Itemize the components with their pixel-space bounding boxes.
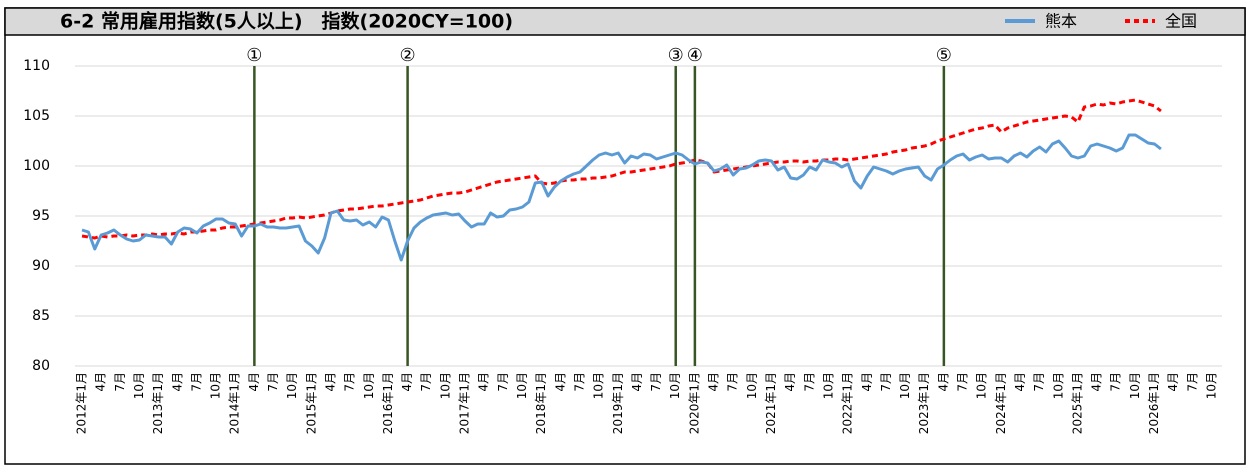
x-tick-label: 2026年1月 [1147,372,1161,434]
x-tick-label: 4月 [400,372,414,392]
x-tick-label: 4月 [860,372,874,392]
x-tick-label: 2014年1月 [228,372,242,434]
chart-title: 6-2 常用雇用指数(5人以上) 指数(2020CY=100) [60,10,513,33]
x-tick-label: 4月 [936,372,950,392]
x-tick-label: 10月 [668,372,682,399]
x-tick-label: 4月 [707,372,721,392]
x-tick-label: 4月 [783,372,797,392]
x-tick-label: 7月 [496,372,510,392]
x-tick-label: 2025年1月 [1070,372,1084,434]
series-line [81,98,1162,240]
x-tick-label: 2013年1月 [151,372,165,434]
x-tick-label: 7月 [266,372,280,392]
y-tick-label: 110 [23,58,50,74]
x-tick-label: 2022年1月 [841,372,855,434]
x-tick-label: 2015年1月 [304,372,318,434]
x-tick-label: 7月 [956,372,970,392]
title-bar [4,7,1246,36]
x-tick-label: 10月 [821,372,835,399]
frame [4,7,1246,465]
x-tick-label: 7月 [649,372,663,392]
x-tick-label: 10月 [362,372,376,399]
x-tick-label: 2018年1月 [534,372,548,434]
x-tick-label: 7月 [1109,372,1123,392]
x-tick-label: 4月 [1013,372,1027,392]
x-tick-label: 7月 [113,372,127,392]
x-tick-label: 4月 [1166,372,1180,392]
x-tick-label: 7月 [802,372,816,392]
x-tick-label: 4月 [477,372,491,392]
x-tick-label: 10月 [898,372,912,399]
x-tick-label: 7月 [1032,372,1046,392]
x-tick-label: 10月 [1128,372,1142,399]
x-tick-label: 2012年1月 [75,372,89,434]
x-tick-label: 10月 [285,372,299,399]
x-tick-label: 10月 [515,372,529,399]
series-line [81,133,1162,262]
x-tick-label: 10月 [1205,372,1219,399]
event-label: ⑤ [936,45,952,66]
x-tick-label: 7月 [572,372,586,392]
x-tick-label: 10月 [209,372,223,399]
x-tick-label: 10月 [1051,372,1065,399]
y-tick-label: 80 [32,358,50,374]
y-tick-label: 100 [23,158,50,174]
x-tick-label: 2024年1月 [994,372,1008,434]
y-tick-label: 85 [32,308,50,324]
x-tick-label: 10月 [438,372,452,399]
x-tick-label: 10月 [975,372,989,399]
x-tick-label: 4月 [630,372,644,392]
x-tick-label: 2020年1月 [687,372,701,434]
x-tick-label: 2016年1月 [381,372,395,434]
x-tick-label: 10月 [592,372,606,399]
x-tick-label: 7月 [189,372,203,392]
y-tick-label: 105 [23,108,50,124]
x-tick-label: 7月 [419,372,433,392]
x-tick-label: 2021年1月 [764,372,778,434]
x-tick-label: 4月 [1090,372,1104,392]
x-tick-label: 4月 [94,372,108,392]
event-label: ② [400,45,416,66]
x-tick-label: 7月 [726,372,740,392]
x-tick-label: 7月 [1185,372,1199,392]
x-tick-label: 10月 [132,372,146,399]
x-tick-label: 4月 [553,372,567,392]
x-tick-label: 4月 [247,372,261,392]
y-tick-label: 95 [32,208,50,224]
event-label: ① [246,45,262,66]
x-tick-label: 7月 [343,372,357,392]
legend-label: 熊本 [1045,12,1077,31]
x-tick-label: 4月 [170,372,184,392]
x-tick-label: 4月 [323,372,337,392]
x-tick-label: 2017年1月 [458,372,472,434]
y-tick-label: 90 [32,258,50,274]
event-label: ③ [668,45,684,66]
x-tick-label: 2019年1月 [611,372,625,434]
x-tick-label: 7月 [879,372,893,392]
x-tick-label: 2023年1月 [917,372,931,434]
legend-label: 全国 [1165,12,1197,31]
event-label: ④ [687,45,703,66]
x-tick-label: 10月 [745,372,759,399]
